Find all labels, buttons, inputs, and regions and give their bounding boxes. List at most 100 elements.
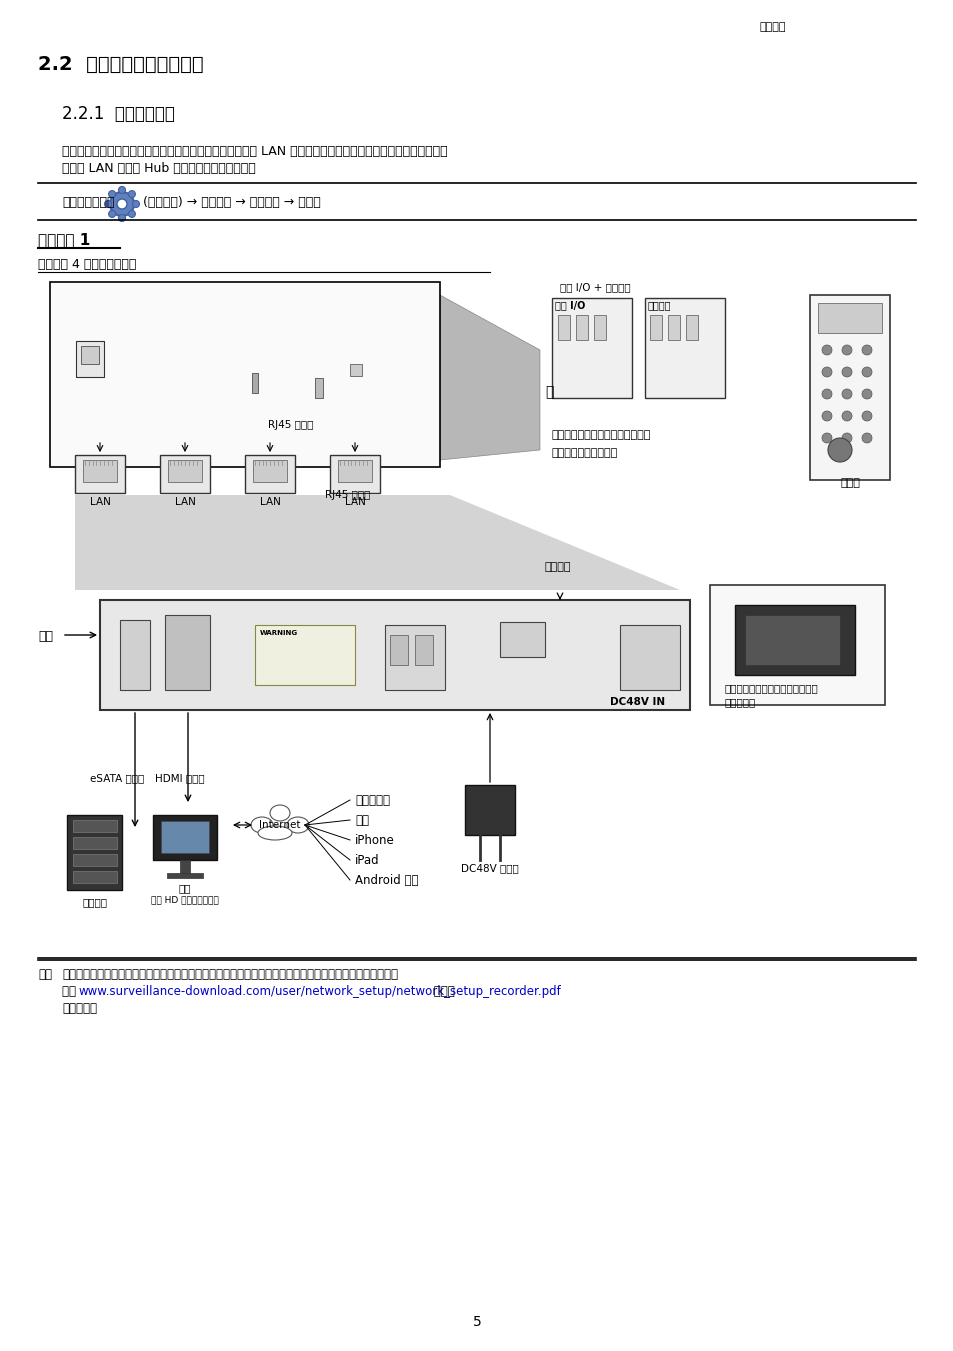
Circle shape [821, 389, 831, 399]
Circle shape [862, 367, 871, 377]
Text: 註：: 註： [38, 969, 52, 981]
Circle shape [841, 345, 851, 355]
Circle shape [160, 627, 215, 684]
Text: 請務必裝妥硬碟後，再連接攝影機: 請務必裝妥硬碟後，再連接攝影機 [724, 684, 818, 693]
Text: 警報 I/O + 若共閘開: 警報 I/O + 若共閘開 [559, 282, 630, 292]
Circle shape [862, 389, 871, 399]
Bar [415, 635, 433, 665]
Bar [709, 585, 884, 705]
Circle shape [129, 211, 135, 218]
Bar [464, 785, 515, 835]
Circle shape [821, 367, 831, 377]
Ellipse shape [137, 332, 193, 377]
Text: 若共閘開: 若共閘開 [647, 300, 671, 309]
Bar [337, 459, 372, 482]
Circle shape [862, 411, 871, 422]
Circle shape [821, 434, 831, 443]
Circle shape [827, 438, 851, 462]
Circle shape [150, 340, 180, 370]
Bar [644, 299, 724, 399]
Text: 筆電: 筆電 [355, 815, 369, 827]
Text: 者從: 者從 [62, 985, 80, 998]
Text: 網路攝影機: 網路攝影機 [355, 794, 390, 807]
Text: 或: 或 [544, 385, 553, 399]
Bar [254, 626, 355, 685]
Circle shape [118, 215, 126, 222]
Text: 連線設定: 連線設定 [760, 22, 785, 32]
Circle shape [110, 192, 133, 216]
Text: LAN: LAN [174, 497, 195, 507]
Text: 以得知如何外接裝置。: 以得知如何外接裝置。 [552, 449, 618, 458]
Text: 是透過 LAN 連接到 Hub 時，就適合使用此模式。: 是透過 LAN 連接到 Hub 時，就適合使用此模式。 [62, 162, 255, 176]
Text: 若要在手機或電腦也能看到此機器畫面，就必須將本機器連上網路。詳情請參閱或光碟隨附的設定說明書，或: 若要在手機或電腦也能看到此機器畫面，就必須將本機器連上網路。詳情請參閱或光碟隨附… [62, 969, 397, 981]
Bar [817, 303, 882, 332]
Bar [73, 854, 117, 866]
Circle shape [109, 190, 115, 197]
Bar [576, 315, 587, 340]
Bar [76, 340, 104, 377]
Text: iPad: iPad [355, 854, 379, 867]
Circle shape [132, 200, 139, 208]
Text: LAN: LAN [344, 497, 365, 507]
Text: LAN: LAN [90, 497, 111, 507]
Bar [168, 459, 202, 482]
Circle shape [841, 367, 851, 377]
Text: 遙控器: 遙控器 [840, 478, 859, 488]
Bar [73, 871, 117, 884]
Bar [165, 615, 210, 690]
Bar [75, 455, 125, 493]
Text: 2.2  在區域設定網路攝影機: 2.2 在區域設定網路攝影機 [38, 55, 203, 74]
Ellipse shape [230, 335, 280, 376]
Bar [67, 815, 122, 890]
Polygon shape [75, 494, 679, 590]
Text: 連接方式 1: 連接方式 1 [38, 232, 91, 247]
Text: 定說明書。: 定說明書。 [62, 1002, 97, 1015]
Bar [385, 626, 444, 690]
Text: 請參閱網路攝影機的使用說明書，: 請參閱網路攝影機的使用說明書， [552, 430, 651, 440]
Circle shape [862, 345, 871, 355]
Bar [649, 315, 661, 340]
Circle shape [477, 798, 501, 821]
Circle shape [821, 345, 831, 355]
Circle shape [117, 199, 127, 209]
Text: 磁碟陣列: 磁碟陣列 [82, 897, 108, 907]
Bar [73, 838, 117, 848]
Bar [100, 600, 689, 711]
Text: 支援 HD 高畫面影像輸出: 支援 HD 高畫面影像輸出 [151, 894, 218, 904]
Ellipse shape [257, 825, 292, 840]
Text: Android 裝置: Android 裝置 [355, 874, 418, 888]
Circle shape [129, 190, 135, 197]
Bar [350, 363, 361, 376]
Text: iPhone: iPhone [355, 834, 395, 847]
Text: www.surveillance-download.com/user/network_setup/network_setup_recorder.pdf: www.surveillance-download.com/user/netwo… [79, 985, 561, 998]
Text: RJ45 網路線: RJ45 網路線 [268, 420, 313, 430]
Bar [252, 373, 257, 393]
Ellipse shape [287, 817, 309, 834]
Circle shape [841, 434, 851, 443]
Text: eSATA 連結孔: eSATA 連結孔 [90, 773, 144, 784]
Circle shape [841, 389, 851, 399]
Bar [330, 455, 379, 493]
Text: 警報 I/O: 警報 I/O [555, 300, 585, 309]
Bar [744, 615, 840, 665]
Bar [594, 315, 605, 340]
Bar [499, 621, 544, 657]
Text: DC48V 變壓器: DC48V 變壓器 [460, 863, 518, 873]
Bar [314, 378, 323, 399]
Bar [253, 459, 287, 482]
Circle shape [841, 411, 851, 422]
Bar [809, 295, 889, 480]
Text: WARNING: WARNING [260, 630, 297, 636]
Ellipse shape [251, 817, 273, 834]
Circle shape [243, 343, 267, 367]
Bar [245, 455, 294, 493]
Bar [685, 315, 698, 340]
Ellipse shape [270, 805, 290, 821]
Text: 螢幕: 螢幕 [178, 884, 191, 893]
Text: 電源開關: 電源開關 [544, 562, 571, 571]
Bar [619, 626, 679, 690]
Bar [152, 815, 216, 861]
Bar [160, 455, 210, 493]
Bar [81, 346, 99, 363]
Text: (進階選單) → 網路設定 → 區域網路 → 模式。: (進階選單) → 網路設定 → 區域網路 → 模式。 [143, 196, 320, 209]
